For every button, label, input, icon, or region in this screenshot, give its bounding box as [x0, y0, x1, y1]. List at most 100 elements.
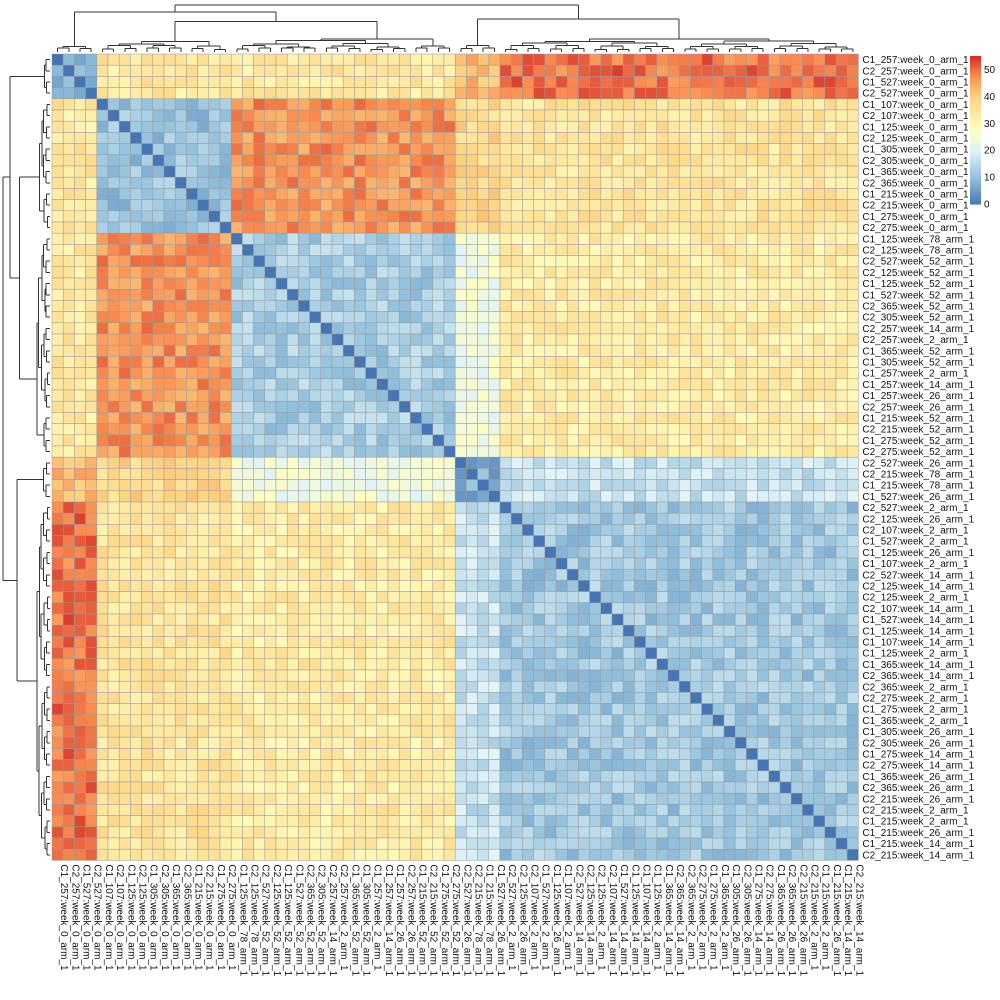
- heatmap-cell: [678, 199, 691, 212]
- heatmap-cell: [320, 759, 333, 772]
- heatmap-cell: [152, 568, 165, 581]
- heatmap-cell: [275, 53, 288, 66]
- heatmap-cell: [835, 468, 848, 480]
- heatmap-cell: [768, 725, 781, 738]
- heatmap-cell: [600, 647, 613, 660]
- heatmap-cell: [85, 400, 98, 413]
- heatmap-cell: [600, 367, 613, 380]
- heatmap-cell: [522, 703, 534, 716]
- heatmap-cell: [74, 87, 86, 100]
- heatmap-cell: [790, 389, 803, 402]
- heatmap-cell: [298, 714, 310, 727]
- heatmap-cell: [85, 568, 98, 581]
- heatmap-cell: [734, 736, 747, 749]
- heatmap-cell: [779, 602, 792, 615]
- heatmap-cell: [611, 602, 624, 615]
- heatmap-cell: [365, 624, 378, 637]
- heatmap-cell: [555, 311, 568, 324]
- heatmap-cell: [566, 288, 579, 301]
- heatmap-cell: [813, 434, 826, 447]
- heatmap-cell: [230, 154, 243, 167]
- heatmap-cell: [298, 53, 310, 66]
- heatmap-cell: [96, 535, 109, 548]
- heatmap-cell: [432, 300, 445, 312]
- heatmap-cell: [790, 456, 803, 469]
- heatmap-cell: [477, 244, 490, 256]
- heatmap-cell: [342, 400, 355, 413]
- heatmap-cell: [208, 232, 221, 245]
- heatmap-cell: [533, 120, 546, 133]
- heatmap-cell: [62, 456, 75, 469]
- heatmap-cell: [566, 344, 579, 357]
- heatmap-cell: [62, 748, 75, 760]
- heatmap-cell: [746, 658, 758, 671]
- heatmap-cell: [544, 76, 557, 88]
- heatmap-cell: [342, 322, 355, 335]
- heatmap-cell: [230, 647, 243, 660]
- heatmap-cell: [566, 736, 579, 749]
- heatmap-cell: [589, 188, 602, 200]
- heatmap-cell: [488, 109, 501, 122]
- heatmap-cell: [522, 356, 534, 368]
- heatmap-cell: [589, 288, 602, 301]
- heatmap-cell: [107, 210, 120, 223]
- heatmap-cell: [253, 591, 266, 604]
- heatmap-cell: [701, 143, 714, 156]
- heatmap-cell: [309, 300, 322, 312]
- heatmap-cell: [779, 322, 792, 335]
- heatmap-cell: [130, 98, 142, 111]
- heatmap-cell: [790, 748, 803, 760]
- heatmap-cell: [342, 120, 355, 133]
- heatmap-cell: [354, 98, 366, 111]
- heatmap-cell: [634, 557, 646, 570]
- heatmap-cell: [723, 658, 736, 671]
- heatmap-cell: [846, 322, 859, 335]
- heatmap-cell: [331, 490, 344, 503]
- heatmap-cell: [723, 456, 736, 469]
- heatmap-cell: [309, 109, 322, 122]
- heatmap-cell: [813, 423, 826, 436]
- heatmap-cell: [499, 602, 512, 615]
- heatmap-cell: [264, 378, 277, 391]
- heatmap-cell: [107, 703, 120, 716]
- heatmap-cell: [488, 445, 501, 458]
- heatmap-cell: [802, 311, 814, 324]
- heatmap-cell: [645, 400, 658, 413]
- heatmap-cell: [342, 87, 355, 100]
- heatmap-cell: [443, 692, 456, 704]
- heatmap-cell: [286, 389, 299, 402]
- heatmap-cell: [286, 333, 299, 346]
- heatmap-cell: [107, 188, 120, 200]
- heatmap-cell: [242, 468, 254, 480]
- heatmap-cell: [74, 658, 86, 671]
- heatmap-cell: [130, 669, 142, 682]
- heatmap-cell: [734, 53, 747, 66]
- heatmap-cell: [62, 221, 75, 234]
- heatmap-cell: [634, 512, 646, 525]
- heatmap-cell: [779, 132, 792, 144]
- heatmap-cell: [62, 736, 75, 749]
- heatmap-cell: [656, 311, 669, 324]
- heatmap-cell: [645, 692, 658, 704]
- heatmap-cell: [499, 266, 512, 279]
- heatmap-cell: [522, 344, 534, 357]
- heatmap-cell: [432, 356, 445, 368]
- heatmap-cell: [286, 199, 299, 212]
- heatmap-cell: [331, 378, 344, 391]
- heatmap-cell: [712, 456, 725, 469]
- heatmap-cell: [118, 725, 131, 738]
- heatmap-cell: [152, 389, 165, 402]
- heatmap-cell: [230, 580, 243, 592]
- heatmap-cell: [230, 210, 243, 223]
- heatmap-cell: [253, 87, 266, 100]
- heatmap-cell: [701, 512, 714, 525]
- heatmap-cell: [499, 524, 512, 536]
- heatmap-cell: [421, 356, 434, 368]
- heatmap-cell: [275, 568, 288, 581]
- heatmap-cell: [723, 210, 736, 223]
- heatmap-cell: [376, 501, 389, 514]
- heatmap-cell: [499, 456, 512, 469]
- heatmap-cell: [622, 456, 635, 469]
- heatmap-cell: [286, 109, 299, 122]
- heatmap-cell: [499, 176, 512, 189]
